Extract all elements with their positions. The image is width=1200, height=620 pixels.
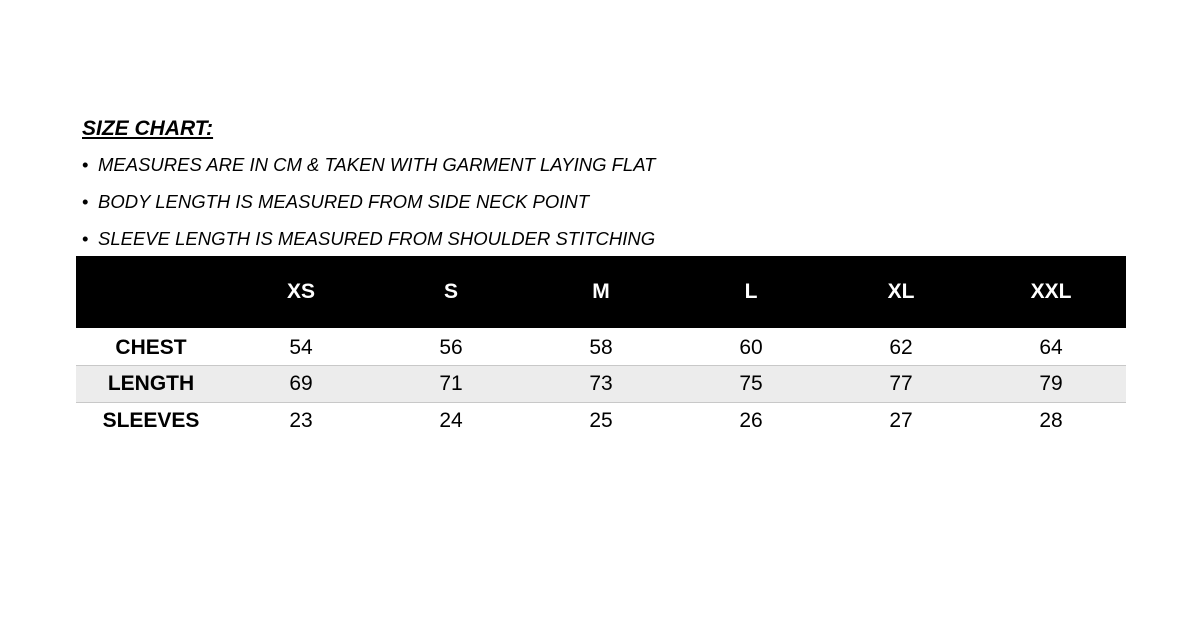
value-cell: 62 — [889, 336, 913, 360]
value-cell: 69 — [289, 371, 313, 395]
note-item: • SLEEVE LENGTH IS MEASURED FROM SHOULDER… — [82, 228, 655, 265]
value-cell: 26 — [739, 408, 763, 432]
header-cell-xl: XL — [887, 280, 915, 303]
header-cell-m: M — [592, 280, 610, 303]
size-chart-title: SIZE CHART: — [82, 117, 214, 140]
header-cell-empty — [76, 256, 226, 328]
value-cell: 64 — [1039, 336, 1063, 360]
size-header-row: XS S M L XL XXL — [76, 256, 1126, 328]
value-cell: 75 — [739, 371, 763, 395]
value-cell: 58 — [589, 336, 613, 360]
bullet-icon: • — [82, 154, 89, 175]
row-label: LENGTH — [107, 371, 195, 395]
header-cell-l: L — [744, 280, 758, 303]
note-text: BODY LENGTH IS MEASURED FROM SIDE NECK P… — [98, 191, 590, 212]
table-row-chest: CHEST 54 56 58 60 62 64 — [76, 328, 1126, 365]
row-label: CHEST — [115, 336, 187, 360]
table-row-length: LENGTH 69 71 73 75 77 79 — [76, 365, 1126, 402]
size-table: XS S M L XL XXL CHEST 54 56 58 60 62 64 LENGTH 6… — [76, 256, 1126, 439]
value-cell: 56 — [439, 336, 463, 360]
notes-list: • MEASURES ARE IN CM & TAKEN WITH GARMENT… — [82, 154, 655, 265]
value-cell: 25 — [589, 408, 613, 432]
header-cell-s: S — [443, 280, 458, 303]
value-cell: 73 — [589, 371, 613, 395]
note-text: SLEEVE LENGTH IS MEASURED FROM SHOULDER … — [98, 228, 656, 249]
value-cell: 28 — [1039, 408, 1063, 432]
value-cell: 23 — [289, 408, 313, 432]
value-cell: 71 — [439, 371, 463, 395]
note-item: • BODY LENGTH IS MEASURED FROM SIDE NECK … — [82, 191, 655, 228]
note-text: MEASURES ARE IN CM & TAKEN WITH GARMENT … — [98, 154, 656, 175]
note-item: • MEASURES ARE IN CM & TAKEN WITH GARMENT… — [82, 154, 655, 191]
value-cell: 79 — [1039, 371, 1063, 395]
value-cell: 60 — [739, 336, 763, 360]
bullet-icon: • — [82, 191, 89, 212]
value-cell: 24 — [439, 408, 463, 432]
table-row-sleeves: SLEEVES 23 24 25 26 27 28 — [76, 402, 1126, 439]
value-cell: 77 — [889, 371, 913, 395]
header-cell-xxl: XXL — [1030, 280, 1072, 303]
header-cell-xs: XS — [286, 280, 315, 303]
value-cell: 54 — [289, 336, 313, 360]
bullet-icon: • — [82, 228, 89, 249]
row-label: SLEEVES — [102, 408, 200, 432]
value-cell: 27 — [889, 408, 913, 432]
